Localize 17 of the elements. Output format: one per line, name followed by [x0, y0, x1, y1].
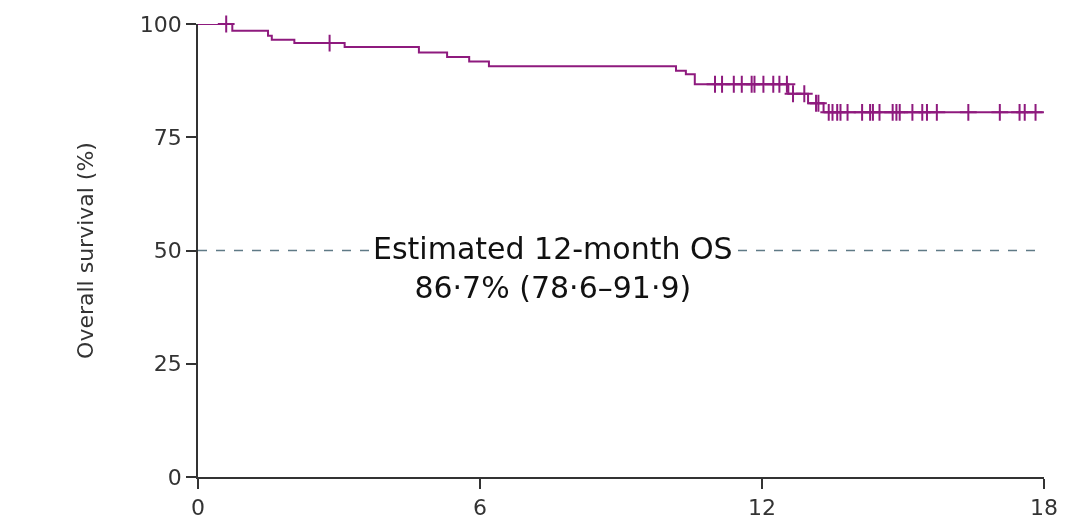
y-axis-title: Overall survival (%)	[73, 142, 99, 359]
x-tick-label: 0	[191, 495, 205, 521]
x-tick-label: 12	[748, 495, 776, 521]
point	[216, 14, 236, 34]
y-tick-label: 100	[139, 11, 182, 37]
point	[958, 102, 978, 122]
point	[990, 102, 1010, 122]
point	[927, 102, 947, 122]
annotation: Estimated 12-month OS 86·7% (78·6–91·9)	[373, 231, 733, 305]
y-tick-label: 50	[153, 238, 182, 264]
y-tick-label: 75	[153, 124, 182, 150]
point	[838, 102, 857, 122]
point	[1026, 102, 1045, 122]
x-tick-label: 6	[473, 495, 487, 521]
x-tick-label: 18	[1030, 495, 1058, 521]
y-tick-label: 0	[167, 464, 182, 490]
y-tick-label: 25	[153, 351, 182, 377]
